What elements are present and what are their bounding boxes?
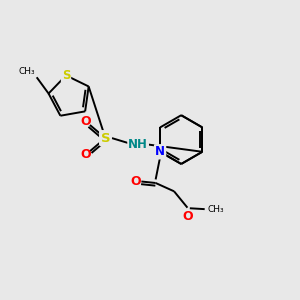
Text: O: O [183,210,194,223]
Text: S: S [100,132,110,145]
Text: O: O [80,115,91,128]
Text: O: O [80,148,91,161]
Text: O: O [130,175,141,188]
Text: N: N [155,145,165,158]
Text: CH₃: CH₃ [18,67,35,76]
Text: CH₃: CH₃ [207,205,224,214]
Text: S: S [62,69,70,82]
Text: NH: NH [128,138,148,151]
